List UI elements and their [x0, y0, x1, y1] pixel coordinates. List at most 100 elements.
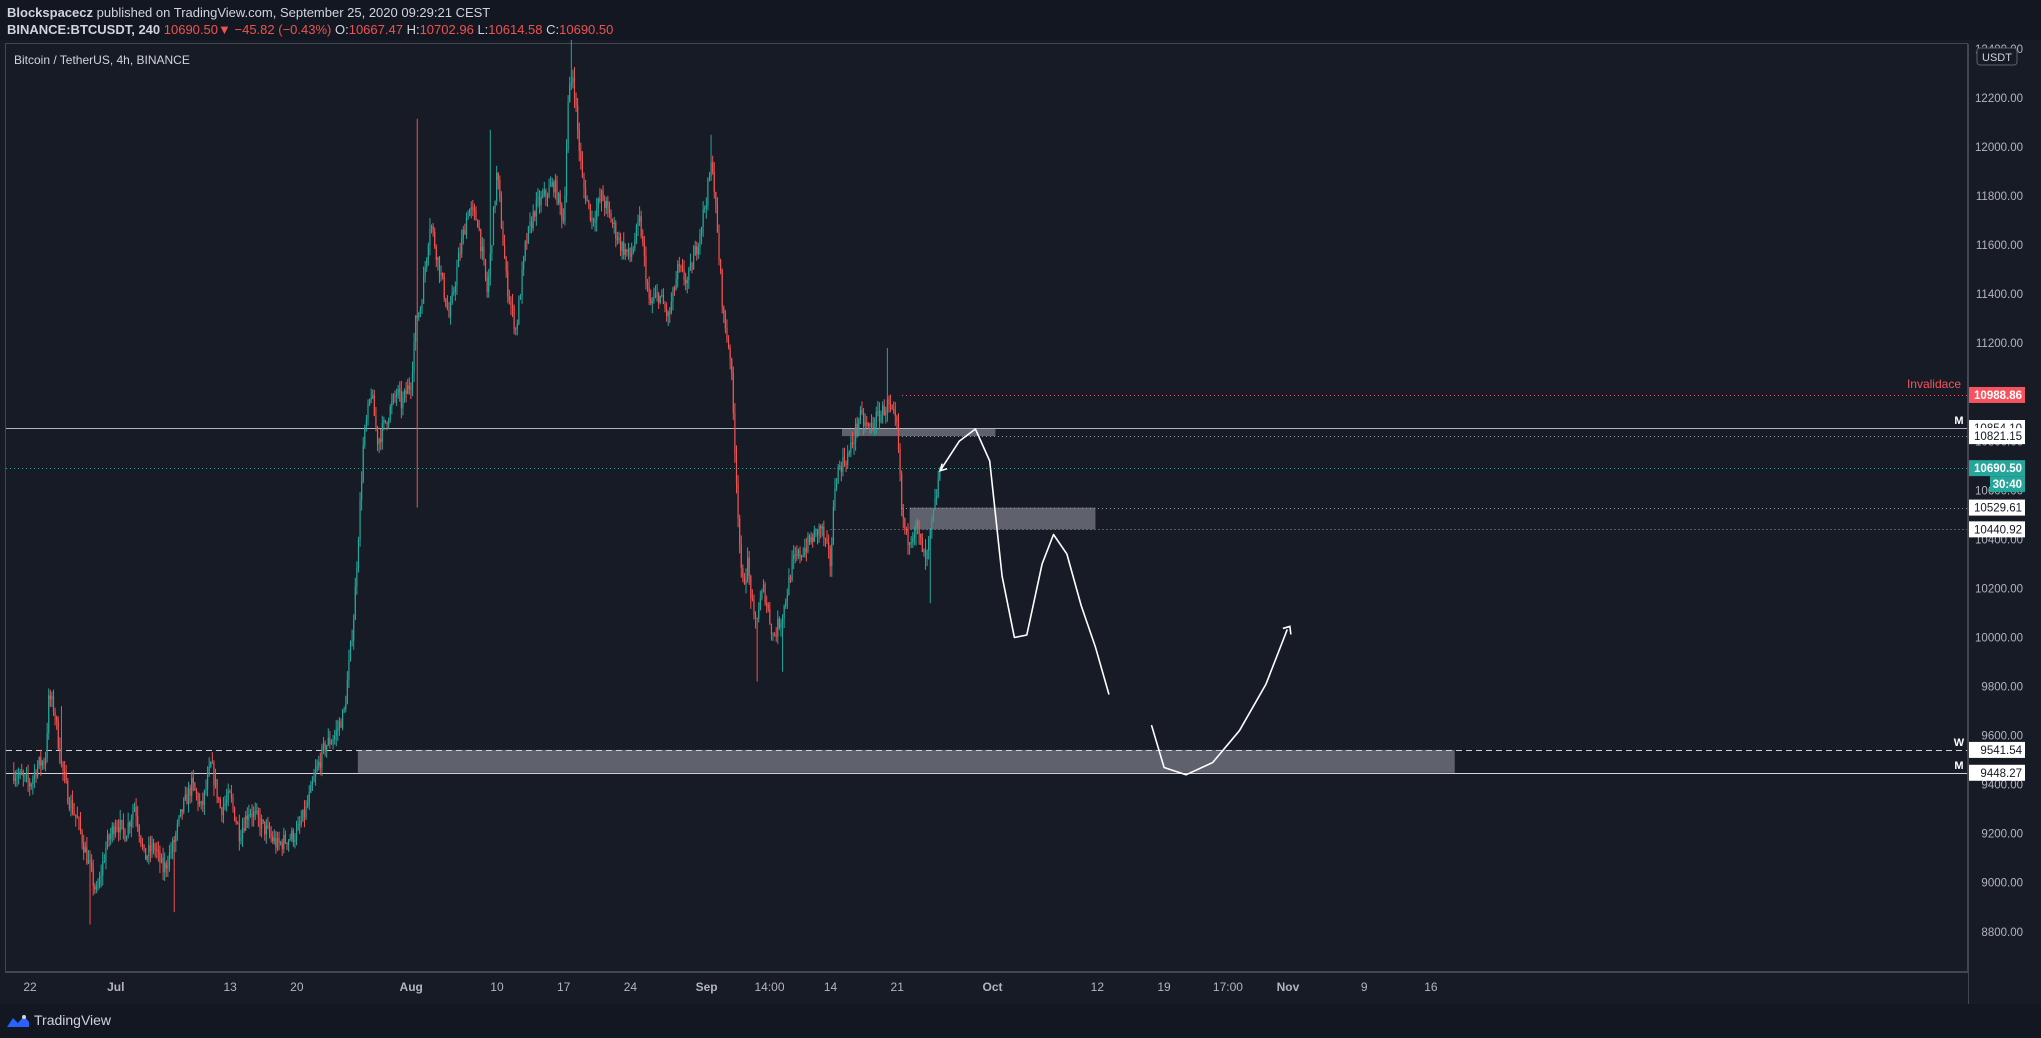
- candle-body: [534, 211, 536, 217]
- candle-body: [37, 764, 39, 777]
- candle: [160, 853, 163, 864]
- candle: [794, 546, 796, 564]
- candle: [240, 829, 242, 845]
- candle-body: [850, 442, 852, 453]
- candle-body: [434, 231, 436, 247]
- candle: [732, 366, 734, 420]
- candle: [685, 272, 687, 291]
- x-tick-label: 10: [490, 980, 504, 994]
- candle: [783, 604, 785, 629]
- candle-body: [254, 811, 256, 813]
- candle-body: [453, 292, 455, 294]
- candle-body: [794, 554, 796, 556]
- candle-body: [197, 794, 199, 805]
- candle-body: [584, 188, 587, 201]
- candle: [896, 414, 898, 429]
- candle: [542, 188, 544, 199]
- candle: [858, 417, 860, 437]
- candle-body: [49, 695, 51, 700]
- candle: [704, 205, 706, 213]
- x-tick-label: Nov: [1277, 980, 1300, 994]
- candle: [786, 588, 788, 609]
- candle: [729, 344, 731, 370]
- candle-body: [546, 196, 549, 198]
- candle-body: [135, 806, 137, 817]
- candle-body: [129, 823, 131, 827]
- candle: [637, 214, 639, 237]
- zone-0: [841, 428, 996, 437]
- candle-body: [786, 595, 788, 602]
- candle: [511, 293, 514, 318]
- candle-body: [740, 544, 742, 568]
- candle: [913, 526, 915, 546]
- candle: [245, 810, 247, 831]
- candle-body: [596, 208, 598, 221]
- candle-body: [124, 829, 126, 842]
- candle-body: [807, 535, 809, 552]
- candle: [918, 519, 920, 545]
- candle-body: [52, 696, 55, 713]
- candle-body: [915, 521, 917, 535]
- candle-body: [341, 710, 344, 728]
- tradingview-logo-icon[interactable]: [6, 1013, 30, 1029]
- candle: [132, 804, 134, 828]
- candle-body: [467, 215, 469, 218]
- candle: [254, 802, 256, 821]
- candle-body: [847, 453, 849, 466]
- candle: [38, 756, 40, 769]
- candle-body: [637, 221, 639, 226]
- candle: [584, 179, 587, 205]
- candle-body: [391, 401, 393, 407]
- candle: [891, 404, 893, 411]
- candle-body: [322, 743, 325, 748]
- candle-body: [127, 823, 129, 837]
- candle: [496, 165, 498, 206]
- candle-body: [629, 247, 631, 257]
- candle: [29, 778, 31, 796]
- candle: [608, 201, 611, 219]
- candle: [457, 247, 460, 268]
- candle-body: [851, 442, 854, 445]
- author-name[interactable]: Blockspacecz: [7, 5, 93, 20]
- chart-header: Blockspacecz published on TradingView.co…: [0, 0, 2041, 40]
- candle-body: [834, 488, 836, 507]
- candle: [400, 380, 402, 419]
- candle: [388, 417, 390, 429]
- currency-badge[interactable]: [1976, 47, 2018, 66]
- x-tick-label: Sep: [696, 980, 718, 994]
- candle-body: [916, 521, 919, 529]
- candle: [580, 142, 582, 170]
- candle: [912, 531, 914, 548]
- candle: [383, 416, 385, 431]
- candle: [281, 838, 283, 857]
- candle-body: [843, 456, 846, 464]
- candle-body: [13, 772, 15, 781]
- candle: [619, 232, 622, 257]
- currency-label[interactable]: USDT: [1982, 52, 2012, 64]
- level-tag: 9541.54 W: [1954, 737, 2025, 758]
- tradingview-brand[interactable]: TradingView: [34, 1012, 112, 1028]
- candle-body: [939, 471, 941, 480]
- level-tag-text: 10988.86: [1974, 390, 2022, 402]
- candle-body: [151, 843, 153, 852]
- candle-body: [308, 792, 310, 804]
- candle-body: [743, 577, 746, 585]
- candle: [454, 281, 456, 301]
- candle: [122, 813, 124, 840]
- candle-body: [168, 852, 171, 866]
- candle-body: [675, 278, 677, 290]
- candle: [272, 831, 274, 845]
- candle: [748, 550, 750, 585]
- candle-body: [299, 824, 301, 826]
- candle-body: [823, 526, 825, 539]
- symbol-label[interactable]: BINANCE:BTCUSDT, 240: [7, 22, 161, 37]
- candle: [183, 797, 185, 815]
- candle: [268, 821, 271, 839]
- candle-body: [92, 867, 94, 886]
- candle-body: [712, 162, 714, 173]
- candle: [318, 755, 320, 771]
- candle-body: [705, 205, 707, 208]
- price-chart[interactable]: 8800.00 9000.00 9200.00 9400.00 9600.00 9800.…: [0, 40, 2041, 1004]
- candle: [902, 503, 904, 529]
- candle: [138, 824, 140, 843]
